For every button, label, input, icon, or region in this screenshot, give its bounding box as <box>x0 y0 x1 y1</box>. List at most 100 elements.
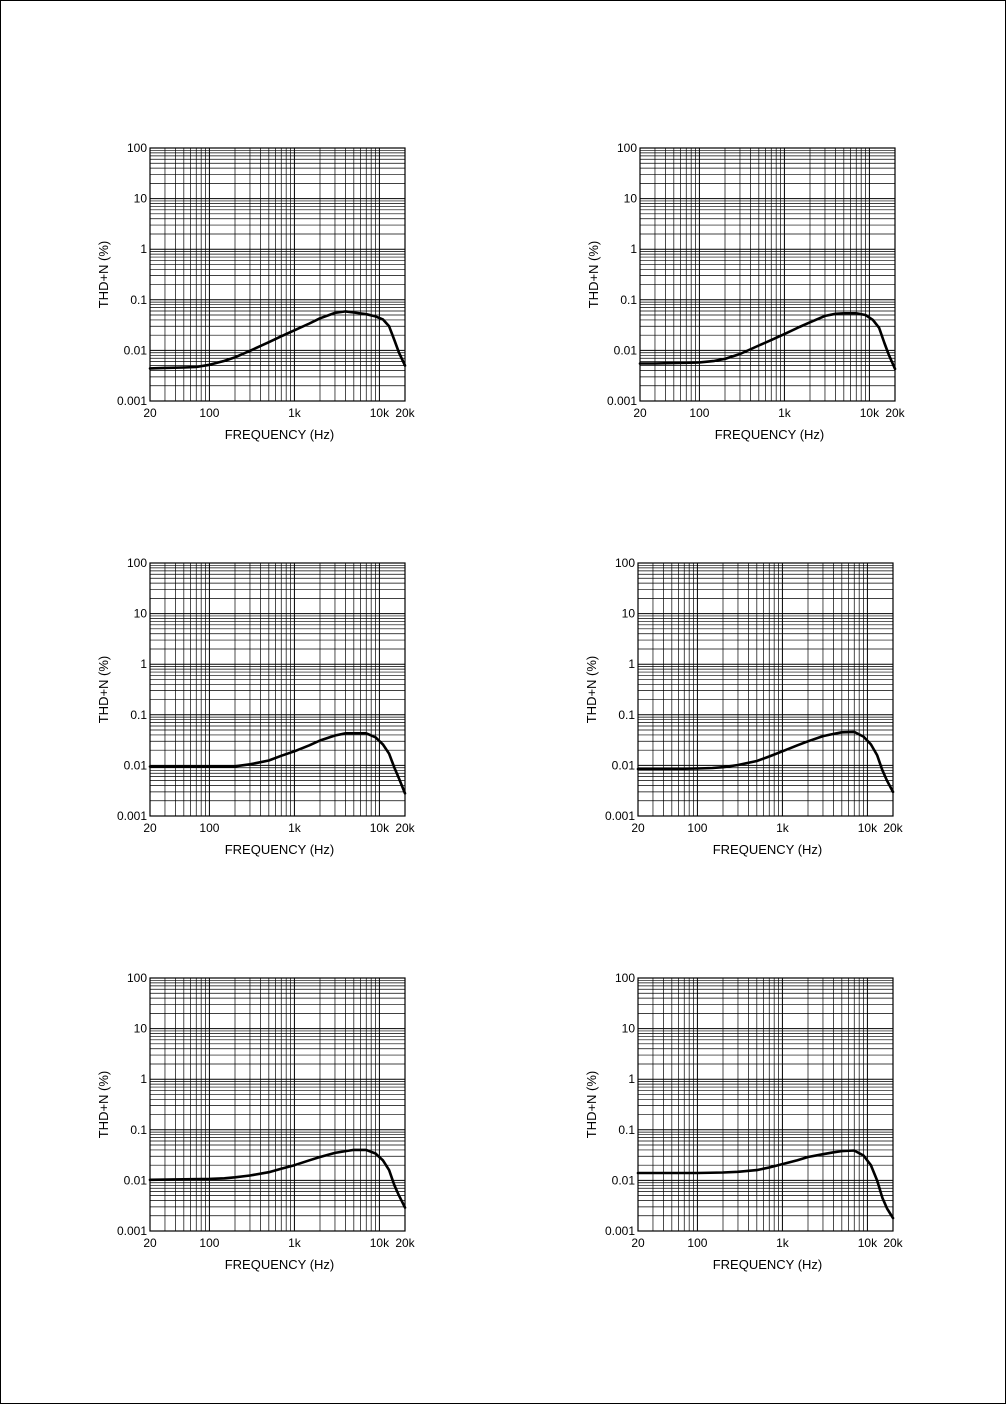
y-tick-label: 100 <box>617 141 637 155</box>
chart-svg: 0.001 0.01 0.1 1 10 100 20 100 1k 10k 20k FREQUENCY… <box>96 556 416 857</box>
y-tick-label: 0.1 <box>618 1123 635 1137</box>
y-axis-label: THD+N (%) <box>96 241 111 309</box>
x-tick-label: 20 <box>631 1236 645 1250</box>
y-tick-label: 0.001 <box>117 394 147 408</box>
thd-chart-4: 0.001 0.01 0.1 1 10 100 20 100 1k 10k 20k FREQUENCY… <box>573 550 933 880</box>
y-tick-label: 0.1 <box>620 293 637 307</box>
y-tick-label: 100 <box>615 971 635 985</box>
plot-frame <box>149 147 406 402</box>
y-tick-label: 0.01 <box>614 343 638 357</box>
x-tick-label: 20k <box>395 1236 415 1250</box>
y-tick-label: 0.1 <box>130 708 147 722</box>
grid <box>637 563 894 816</box>
x-tick-label: 20 <box>631 821 645 835</box>
x-tick-label: 10k <box>858 1236 878 1250</box>
x-axis-label: FREQUENCY (Hz) <box>713 1257 823 1272</box>
y-tick-label: 0.001 <box>117 1224 147 1238</box>
y-tick-label: 0.001 <box>605 1224 635 1238</box>
x-tick-label: 20k <box>883 1236 903 1250</box>
y-tick-label: 100 <box>127 141 147 155</box>
plot-frame <box>149 562 406 817</box>
series-line <box>636 1149 895 1220</box>
thd-chart-5: 0.001 0.01 0.1 1 10 100 20 100 1k 10k 20k FREQUENCY… <box>85 965 445 1295</box>
x-tick-label: 20 <box>143 406 157 420</box>
y-tick-label: 0.01 <box>124 758 148 772</box>
y-tick-label: 1 <box>140 657 147 671</box>
x-tick-label: 100 <box>199 406 219 420</box>
y-tick-label: 10 <box>622 607 636 621</box>
y-tick-label: 10 <box>134 1022 148 1036</box>
x-tick-label: 100 <box>687 821 707 835</box>
x-axis-label: FREQUENCY (Hz) <box>225 427 335 442</box>
x-tick-label: 1k <box>288 821 302 835</box>
x-tick-label: 10k <box>370 1236 390 1250</box>
x-tick-label: 10k <box>370 406 390 420</box>
series-line <box>148 1148 407 1209</box>
y-tick-label: 1 <box>140 1072 147 1086</box>
chart-svg: 0.001 0.01 0.1 1 10 100 20 100 1k 10k 20k FREQUENCY… <box>584 556 904 857</box>
x-tick-label: 20k <box>883 821 903 835</box>
y-tick-label: 10 <box>134 607 148 621</box>
chart-svg: 0.001 0.01 0.1 1 10 100 20 100 1k 10k 20k FREQUENCY… <box>96 971 416 1272</box>
y-tick-label: 0.1 <box>130 293 147 307</box>
y-axis-label: THD+N (%) <box>96 1071 111 1139</box>
x-tick-label: 1k <box>288 406 302 420</box>
series-line <box>638 312 897 371</box>
x-axis-label: FREQUENCY (Hz) <box>715 427 825 442</box>
x-tick-label: 1k <box>288 1236 302 1250</box>
x-tick-label: 10k <box>860 406 880 420</box>
y-tick-label: 0.01 <box>124 343 148 357</box>
thd-chart-6: 0.001 0.01 0.1 1 10 100 20 100 1k 10k 20k FREQUENCY… <box>573 965 933 1295</box>
y-tick-label: 0.01 <box>612 1173 636 1187</box>
x-tick-label: 20k <box>885 406 905 420</box>
x-tick-label: 100 <box>199 821 219 835</box>
series-line <box>148 732 407 795</box>
x-tick-label: 20 <box>143 821 157 835</box>
y-tick-label: 100 <box>615 556 635 570</box>
x-axis-label: FREQUENCY (Hz) <box>225 842 335 857</box>
series-line <box>148 310 407 370</box>
chart-svg: 0.001 0.01 0.1 1 10 100 20 100 1k 10k 20k FREQUENCY… <box>96 141 416 442</box>
y-tick-label: 0.01 <box>124 1173 148 1187</box>
y-tick-label: 10 <box>622 1022 636 1036</box>
grid <box>149 563 406 816</box>
x-tick-label: 20k <box>395 406 415 420</box>
y-axis-label: THD+N (%) <box>584 656 599 724</box>
y-tick-label: 1 <box>628 1072 635 1086</box>
x-tick-label: 100 <box>687 1236 707 1250</box>
grid <box>149 978 406 1231</box>
x-tick-label: 1k <box>776 1236 790 1250</box>
x-tick-label: 20 <box>143 1236 157 1250</box>
y-axis-label: THD+N (%) <box>586 241 601 309</box>
y-tick-label: 0.1 <box>130 1123 147 1137</box>
y-tick-label: 0.001 <box>607 394 637 408</box>
y-tick-label: 10 <box>134 192 148 206</box>
y-tick-label: 1 <box>630 242 637 256</box>
grid <box>149 148 406 401</box>
x-tick-label: 1k <box>778 406 792 420</box>
y-tick-label: 100 <box>127 556 147 570</box>
thd-chart-2: 0.001 0.01 0.1 1 10 100 20 100 1k 10k 20k FREQUENCY… <box>575 135 935 465</box>
plot-frame <box>637 977 894 1232</box>
x-tick-label: 10k <box>858 821 878 835</box>
plot-frame <box>637 562 894 817</box>
x-tick-label: 20k <box>395 821 415 835</box>
y-tick-label: 100 <box>127 971 147 985</box>
x-axis-label: FREQUENCY (Hz) <box>225 1257 335 1272</box>
plot-frame <box>149 977 406 1232</box>
y-tick-label: 10 <box>624 192 638 206</box>
grid <box>637 978 894 1231</box>
plot-frame <box>639 147 896 402</box>
x-tick-label: 100 <box>689 406 709 420</box>
series-line <box>636 730 895 794</box>
x-axis-label: FREQUENCY (Hz) <box>713 842 823 857</box>
y-axis-label: THD+N (%) <box>584 1071 599 1139</box>
y-tick-label: 0.1 <box>618 708 635 722</box>
thd-chart-3: 0.001 0.01 0.1 1 10 100 20 100 1k 10k 20k FREQUENCY… <box>85 550 445 880</box>
y-axis-label: THD+N (%) <box>96 656 111 724</box>
thd-chart-1: 0.001 0.01 0.1 1 10 100 20 100 1k 10k 20k FREQUENCY… <box>85 135 445 465</box>
y-tick-label: 0.001 <box>117 809 147 823</box>
x-tick-label: 20 <box>633 406 647 420</box>
chart-svg: 0.001 0.01 0.1 1 10 100 20 100 1k 10k 20k FREQUENCY… <box>586 141 906 442</box>
x-tick-label: 1k <box>776 821 790 835</box>
